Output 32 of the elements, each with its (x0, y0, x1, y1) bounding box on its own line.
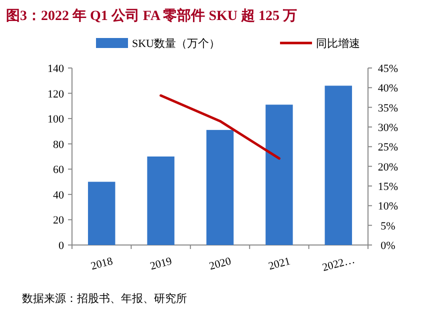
y2-tick-label: 15% (378, 181, 398, 193)
bar (147, 156, 174, 245)
y2-tick-label: 20% (378, 161, 398, 174)
y-tick-label: 0 (58, 240, 64, 252)
x-tick-label: 2020 (208, 255, 233, 273)
y-tick-label: 100 (48, 114, 64, 126)
source-note: 数据来源：招股书、年报、研究所 (22, 292, 187, 305)
y2-tick-label: 10% (378, 200, 398, 213)
y2-tick-label: 0% (380, 240, 396, 252)
y-tick-label: 20 (53, 214, 64, 227)
x-tick-label: 2018 (90, 255, 115, 273)
bar (324, 86, 352, 245)
y-tick-label: 120 (48, 88, 64, 100)
x-tick-label: 2019 (148, 255, 174, 273)
bar (266, 104, 293, 245)
y-tick-label: 60 (53, 164, 64, 176)
y2-tick-label: 5% (380, 220, 396, 232)
legend-label: SKU数量（万个） (132, 38, 220, 50)
x-tick-label: 2022… (321, 254, 356, 274)
bar (88, 182, 116, 245)
bar (206, 130, 234, 245)
x-tick-label: 2021 (267, 255, 292, 273)
y-tick-label: 80 (53, 138, 64, 151)
y-tick-label: 140 (48, 63, 64, 75)
chart-title: 图3：2022 年 Q1 公司 FA 零部件 SKU 超 125 万 (6, 7, 298, 24)
y2-tick-label: 35% (378, 102, 398, 114)
legend-label: 同比增速 (316, 37, 360, 50)
y-tick-label: 40 (53, 189, 64, 202)
y2-tick-label: 40% (378, 82, 398, 95)
y2-tick-label: 45% (378, 63, 398, 75)
y2-tick-label: 25% (378, 142, 398, 154)
y2-tick-label: 30% (378, 122, 398, 134)
